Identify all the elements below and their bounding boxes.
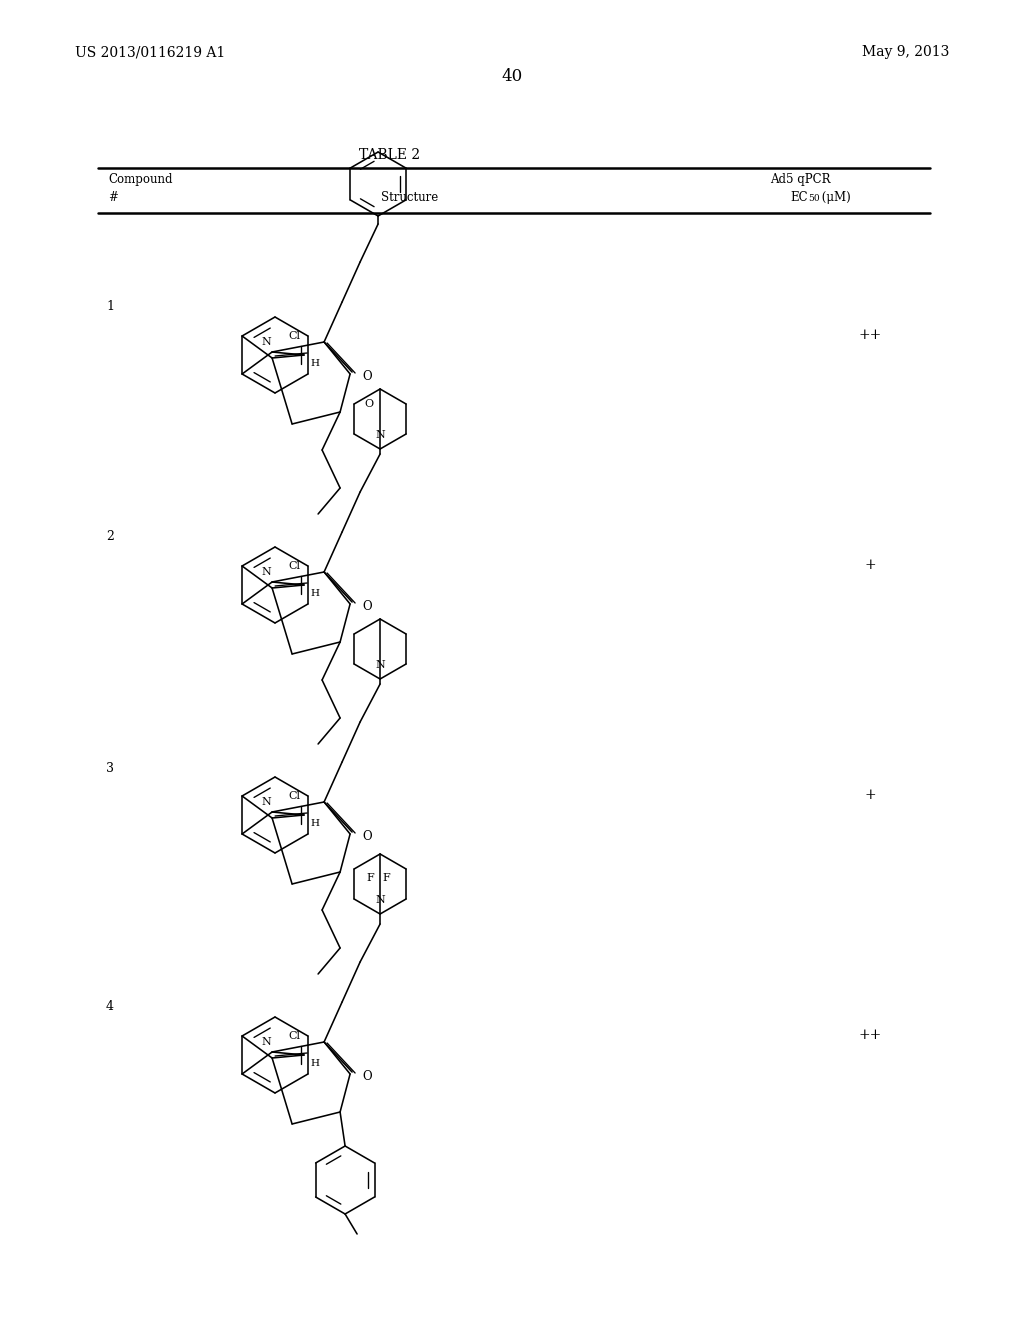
Text: 50: 50 [808, 194, 819, 203]
Text: N: N [375, 895, 385, 906]
Text: Structure: Structure [381, 191, 438, 205]
Text: O: O [362, 599, 372, 612]
Text: 2: 2 [106, 531, 114, 543]
Text: N: N [261, 797, 271, 807]
Text: US 2013/0116219 A1: US 2013/0116219 A1 [75, 45, 225, 59]
Text: H: H [310, 589, 319, 598]
Text: N: N [261, 337, 271, 347]
Text: N: N [375, 660, 385, 671]
Text: +: + [864, 558, 876, 572]
Text: #: # [108, 191, 118, 205]
Text: O: O [362, 1069, 372, 1082]
Text: 4: 4 [106, 1001, 114, 1012]
Text: 1: 1 [106, 300, 114, 313]
Text: May 9, 2013: May 9, 2013 [861, 45, 949, 59]
Text: H: H [310, 1059, 319, 1068]
Text: Cl: Cl [288, 791, 300, 801]
Text: N: N [261, 1038, 271, 1047]
Text: +: + [864, 788, 876, 803]
Text: O: O [362, 370, 372, 383]
Text: Cl: Cl [288, 1031, 300, 1041]
Text: ++: ++ [858, 1028, 882, 1041]
Text: 40: 40 [502, 69, 522, 84]
Text: 3: 3 [106, 762, 114, 775]
Text: O: O [365, 399, 373, 409]
Text: TABLE 2: TABLE 2 [358, 148, 420, 162]
Text: O: O [362, 829, 372, 842]
Text: (μM): (μM) [818, 191, 851, 205]
Text: Compound: Compound [108, 173, 172, 186]
Text: H: H [310, 818, 319, 828]
Text: N: N [375, 430, 385, 440]
Text: ++: ++ [858, 327, 882, 342]
Text: H: H [310, 359, 319, 368]
Text: N: N [261, 568, 271, 577]
Text: EC: EC [790, 191, 808, 205]
Text: F: F [367, 873, 374, 883]
Text: Ad5 qPCR: Ad5 qPCR [770, 173, 830, 186]
Text: Cl: Cl [288, 561, 300, 572]
Text: Cl: Cl [288, 331, 300, 341]
Text: F: F [382, 873, 390, 883]
